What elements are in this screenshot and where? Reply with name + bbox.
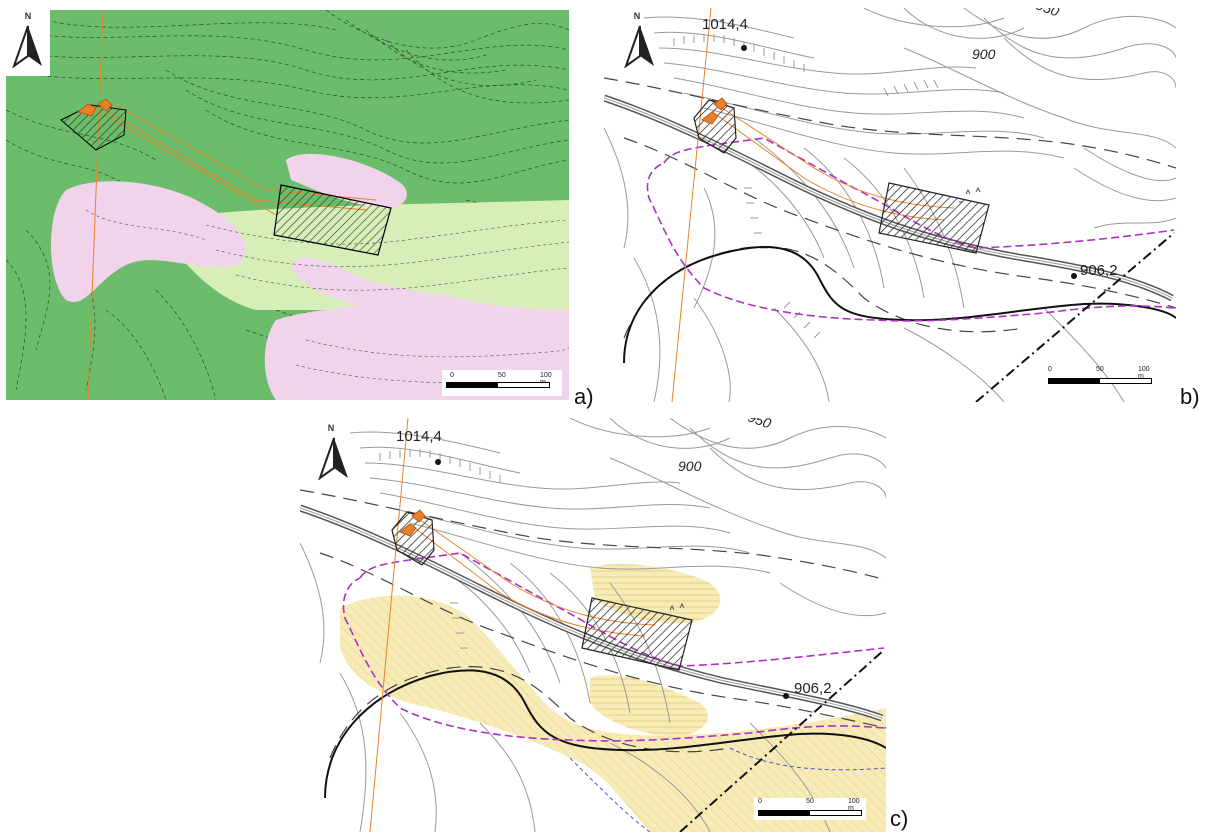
north-arrow-icon	[12, 25, 42, 68]
elevation-label-top: 1014,4	[396, 428, 442, 445]
contour-lines-b	[604, 8, 1176, 402]
hatched-area-large-b	[878, 182, 990, 254]
pink-zone-upper	[286, 153, 407, 209]
elevation-label-top: 1014,4	[702, 16, 748, 33]
scalebar-c: 0 50 100 m	[754, 798, 866, 820]
contour-label-900: 900	[678, 458, 702, 474]
pink-zone-lower	[264, 257, 569, 400]
contour-label-900: 900	[972, 46, 996, 62]
scalebar-b: 0 50 100 m	[1044, 366, 1156, 388]
elevation-label-road: 906,2	[1080, 262, 1118, 279]
panel-label-c: c)	[890, 806, 909, 831]
map-panel-c: 1014,4 900 950 906,2 N 0 50 100 m	[300, 418, 886, 832]
panel-label-b: b)	[1180, 384, 1200, 409]
elevation-point-top-c	[435, 459, 441, 465]
pink-zone-left	[51, 181, 246, 302]
elevation-label-road: 906,2	[794, 680, 832, 697]
north-arrow-icon	[318, 437, 348, 480]
road-c	[300, 504, 884, 722]
elevation-point-top-b	[741, 45, 747, 51]
panel-label-a: a)	[574, 384, 594, 409]
light-green-zone	[156, 200, 569, 310]
elevation-point-road-b	[1071, 273, 1077, 279]
hatched-area-large-c	[581, 597, 693, 671]
map-panel-a: N 0 50 100 m	[6, 10, 569, 400]
hatched-area-small-c	[391, 511, 435, 566]
hatched-area-large-a	[273, 184, 392, 256]
yellow-zone-middle-c	[590, 675, 709, 737]
yellow-zone-main-c	[340, 595, 886, 832]
contour-map-c	[300, 418, 886, 832]
contour-map-b	[604, 8, 1176, 402]
north-arrow-a: N	[6, 10, 50, 76]
map-panel-b: 1014,4 900 950 906,2 N 0 50 100 m	[604, 8, 1176, 402]
dash-dot-line-c	[679, 649, 885, 832]
slope-map-a	[6, 10, 569, 400]
scalebar-a: 0 50 100 m	[442, 370, 562, 396]
north-arrow-c: N	[312, 422, 350, 484]
north-arrow-icon	[624, 25, 654, 68]
north-arrow-b: N	[618, 10, 656, 72]
track-c	[324, 669, 886, 799]
dash-dot-line-b	[975, 232, 1175, 402]
hatched-area-small-b	[693, 99, 737, 154]
elevation-point-road-c	[783, 693, 789, 699]
